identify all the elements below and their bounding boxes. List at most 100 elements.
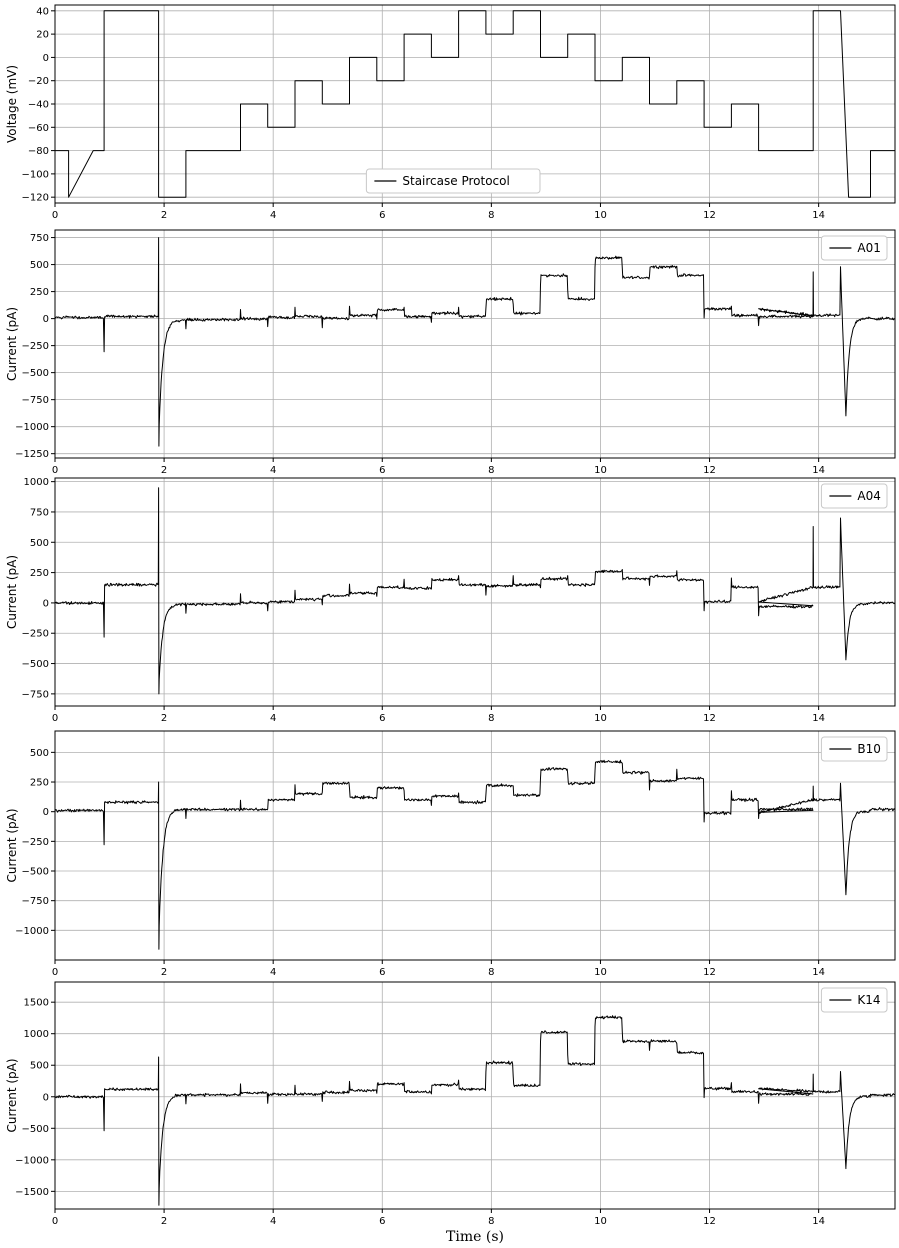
x-tick-label: 8 bbox=[488, 713, 494, 724]
y-axis-label: Current (pA) bbox=[5, 1058, 19, 1132]
legend: A01 bbox=[820, 235, 888, 261]
y-tick-label: −1500 bbox=[15, 1187, 49, 1198]
axes-frame bbox=[54, 229, 896, 459]
x-tick-label: 10 bbox=[594, 210, 607, 221]
x-tick-label: 10 bbox=[594, 1216, 607, 1227]
x-tick-label: 2 bbox=[161, 713, 167, 724]
x-tick-label: 4 bbox=[270, 713, 276, 724]
legend-label: K14 bbox=[857, 993, 880, 1007]
y-tick-label: −500 bbox=[22, 867, 49, 878]
x-tick-label: 4 bbox=[270, 465, 276, 476]
y-tick-label: 0 bbox=[43, 807, 49, 818]
y-tick-label: −250 bbox=[22, 629, 49, 640]
legend: K14 bbox=[820, 987, 888, 1013]
x-tick-label: 10 bbox=[594, 465, 607, 476]
x-tick-label: 6 bbox=[379, 1216, 385, 1227]
y-tick-label: 500 bbox=[30, 538, 49, 549]
axes-frame bbox=[54, 730, 896, 961]
y-tick-label: −120 bbox=[22, 193, 49, 204]
y-tick-label: −250 bbox=[22, 341, 49, 352]
y-tick-label: 250 bbox=[30, 287, 49, 298]
legend-box bbox=[820, 987, 888, 1013]
x-tick-label: 4 bbox=[270, 967, 276, 978]
y-tick-label: −500 bbox=[22, 1124, 49, 1135]
y-tick-label: −500 bbox=[22, 368, 49, 379]
y-tick-label: −750 bbox=[22, 689, 49, 700]
y-tick-label: 0 bbox=[43, 314, 49, 325]
panel-2: 0 2 4 6 8 10 12 14 750 500 250 0 −250 −500 −750 −1000 −1… bbox=[5, 229, 896, 476]
x-tick-label: 14 bbox=[812, 713, 825, 724]
x-tick-label: 0 bbox=[52, 210, 58, 221]
y-tick-label: 250 bbox=[30, 568, 49, 579]
x-tick-label: 0 bbox=[52, 465, 58, 476]
y-tick-label: −20 bbox=[28, 76, 49, 87]
y-axis-label: Current (pA) bbox=[5, 808, 19, 882]
y-tick-label: 20 bbox=[36, 30, 49, 41]
y-tick-label: −40 bbox=[28, 100, 49, 111]
panel-5: 0 2 4 6 8 10 12 14 1500 1000 500 0 −500 −1000 −1500 Cur… bbox=[5, 981, 896, 1245]
axes-frame bbox=[54, 981, 896, 1210]
legend-box bbox=[820, 235, 888, 261]
x-tick-label: 14 bbox=[812, 1216, 825, 1227]
x-tick-label: 12 bbox=[703, 1216, 716, 1227]
y-tick-label: −1000 bbox=[15, 926, 49, 937]
x-tick-label: 14 bbox=[812, 210, 825, 221]
x-tick-label: 2 bbox=[161, 1216, 167, 1227]
x-tick-label: 0 bbox=[52, 1216, 58, 1227]
x-tick-label: 0 bbox=[52, 713, 58, 724]
x-tick-label: 10 bbox=[594, 713, 607, 724]
legend-box bbox=[365, 168, 541, 194]
x-axis-label: Time (s) bbox=[446, 1229, 504, 1245]
x-tick-label: 2 bbox=[161, 210, 167, 221]
x-tick-label: 8 bbox=[488, 967, 494, 978]
y-tick-label: −1000 bbox=[15, 422, 49, 433]
axes-frame bbox=[54, 477, 896, 707]
legend-box bbox=[820, 483, 888, 509]
y-tick-label: 0 bbox=[43, 1092, 49, 1103]
x-tick-label: 6 bbox=[379, 967, 385, 978]
y-axis-label: Current (pA) bbox=[5, 555, 19, 629]
trace-staircase-protocol bbox=[55, 10, 895, 198]
trace-b10 bbox=[54, 759, 896, 950]
y-tick-label: −1000 bbox=[15, 1155, 49, 1166]
y-tick-label: 750 bbox=[30, 507, 49, 518]
x-tick-label: 4 bbox=[270, 1216, 276, 1227]
trace-a01 bbox=[54, 237, 896, 447]
legend-label: B10 bbox=[857, 742, 881, 756]
y-tick-label: −250 bbox=[22, 837, 49, 848]
y-tick-label: 0 bbox=[43, 598, 49, 609]
x-tick-label: 4 bbox=[270, 210, 276, 221]
x-tick-label: 14 bbox=[812, 465, 825, 476]
x-tick-label: 2 bbox=[161, 465, 167, 476]
legend: B10 bbox=[820, 736, 888, 762]
y-tick-label: 500 bbox=[30, 260, 49, 271]
legend: Staircase Protocol bbox=[365, 168, 541, 194]
x-tick-label: 2 bbox=[161, 967, 167, 978]
y-tick-label: −750 bbox=[22, 395, 49, 406]
legend-label: A04 bbox=[857, 489, 880, 503]
x-tick-label: 12 bbox=[703, 465, 716, 476]
x-tick-label: 12 bbox=[703, 713, 716, 724]
legend-box bbox=[820, 736, 888, 762]
y-tick-label: −500 bbox=[22, 659, 49, 670]
legend-label: Staircase Protocol bbox=[402, 174, 509, 188]
panel-4: 0 2 4 6 8 10 12 14 500 250 0 −250 −500 −750 −1000 Curre… bbox=[5, 730, 896, 978]
y-tick-label: −1250 bbox=[15, 449, 49, 460]
y-tick-label: 40 bbox=[36, 6, 49, 17]
legend-label: A01 bbox=[857, 241, 880, 255]
axes-frame bbox=[54, 4, 896, 204]
y-tick-label: 500 bbox=[30, 748, 49, 759]
y-tick-label: −80 bbox=[28, 146, 49, 157]
y-tick-label: 1000 bbox=[24, 1029, 49, 1040]
x-tick-label: 10 bbox=[594, 967, 607, 978]
legend: A04 bbox=[820, 483, 888, 509]
y-tick-label: 1500 bbox=[24, 998, 49, 1009]
y-axis-label: Current (pA) bbox=[5, 307, 19, 381]
y-tick-label: 0 bbox=[43, 53, 49, 64]
x-tick-label: 12 bbox=[703, 210, 716, 221]
y-axis-label: Voltage (mV) bbox=[5, 65, 19, 143]
x-tick-label: 6 bbox=[379, 713, 385, 724]
x-tick-label: 6 bbox=[379, 465, 385, 476]
y-tick-label: −750 bbox=[22, 896, 49, 907]
